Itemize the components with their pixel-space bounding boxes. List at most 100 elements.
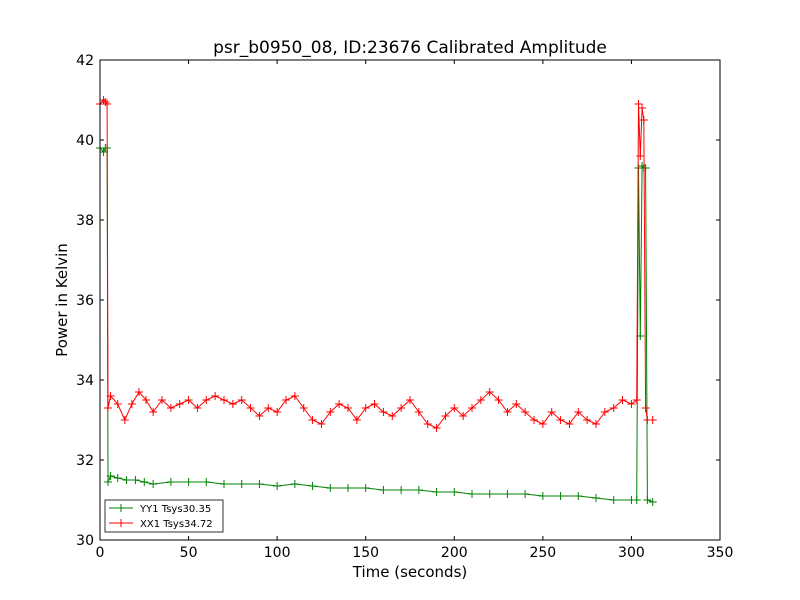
y-axis-label: Power in Kelvin [53, 243, 71, 357]
data-point [556, 492, 565, 500]
data-point [583, 416, 592, 424]
data-point [494, 396, 503, 404]
data-point [299, 404, 308, 412]
data-point [158, 396, 166, 404]
data-point [99, 96, 108, 104]
data-point [632, 396, 641, 404]
data-point [512, 400, 521, 408]
data-point [113, 474, 122, 482]
data-point [641, 404, 650, 412]
data-point [592, 420, 600, 428]
data-point [423, 420, 432, 428]
legend-label: XX1 Tsys34.72 [140, 519, 213, 530]
data-point [476, 396, 485, 404]
data-point [326, 484, 335, 492]
y-tick-label: 42 [76, 53, 94, 69]
data-point [361, 404, 370, 412]
data-point [641, 164, 650, 172]
data-point [255, 412, 264, 420]
data-point [273, 408, 282, 416]
data-point [255, 480, 264, 488]
data-point [379, 486, 388, 494]
data-point [370, 400, 379, 408]
data-point [335, 400, 344, 408]
data-point [574, 492, 583, 500]
data-point [246, 404, 255, 412]
data-point [290, 480, 299, 488]
data-point [352, 416, 361, 424]
data-point [618, 396, 627, 404]
data-point [99, 148, 108, 156]
data-point [228, 400, 237, 408]
data-point [648, 498, 657, 506]
data-point [450, 404, 459, 412]
data-point [530, 416, 538, 424]
legend-label: YY1 Tsys30.35 [139, 504, 211, 515]
series-layer [96, 96, 657, 506]
data-point [103, 100, 112, 108]
data-point [632, 496, 641, 504]
data-point [538, 492, 547, 500]
series-1 [96, 96, 657, 432]
data-point [565, 420, 574, 428]
legend: YY1 Tsys30.35 XX1 Tsys34.72 [104, 499, 224, 533]
data-point [538, 420, 547, 428]
data-point [397, 486, 406, 494]
data-point [592, 494, 600, 502]
data-point [282, 396, 290, 404]
legend-swatch-marker [117, 504, 125, 512]
data-point [101, 98, 110, 106]
x-axis-label: Time (seconds) [352, 563, 468, 581]
data-point [609, 404, 618, 412]
data-point [634, 100, 643, 108]
data-point [459, 412, 468, 420]
chart-title: psr_b0950_08, ID:23676 Calibrated Amplit… [213, 38, 607, 58]
data-point [638, 162, 647, 170]
x-tick-label: 150 [352, 545, 379, 561]
data-point [388, 412, 397, 420]
x-tick-label: 50 [180, 545, 198, 561]
data-point [120, 416, 129, 424]
data-point [166, 404, 175, 412]
data-point [521, 490, 530, 498]
data-point [344, 404, 352, 412]
y-tick-label: 40 [76, 133, 94, 149]
data-point [122, 476, 131, 484]
data-point [468, 490, 476, 498]
data-point [175, 400, 184, 408]
data-point [308, 416, 317, 424]
data-point [166, 478, 175, 486]
data-point [636, 152, 645, 160]
data-point [406, 396, 414, 404]
data-point [600, 408, 609, 416]
data-point [290, 392, 299, 400]
data-point [273, 482, 282, 490]
data-point [639, 116, 648, 124]
data-point [450, 488, 459, 496]
data-point [113, 400, 122, 408]
data-point [547, 408, 556, 416]
data-point [308, 482, 317, 490]
data-point [264, 404, 273, 412]
legend-box [104, 499, 224, 533]
data-point [643, 496, 652, 504]
legend-swatch-marker [117, 519, 125, 527]
data-point [397, 404, 406, 412]
data-point [638, 104, 647, 112]
data-point [441, 412, 450, 420]
data-point [485, 388, 494, 396]
y-tick-label: 36 [76, 293, 94, 309]
data-point [184, 396, 193, 404]
data-point [134, 388, 143, 396]
data-point [220, 480, 228, 488]
data-point [103, 478, 112, 486]
data-point [127, 400, 136, 408]
data-point [636, 332, 645, 340]
data-point [627, 400, 636, 408]
x-tick-label: 100 [264, 545, 291, 561]
data-point [142, 396, 151, 404]
data-point [149, 408, 158, 416]
data-point [131, 476, 140, 484]
y-tick-label: 30 [76, 533, 94, 549]
